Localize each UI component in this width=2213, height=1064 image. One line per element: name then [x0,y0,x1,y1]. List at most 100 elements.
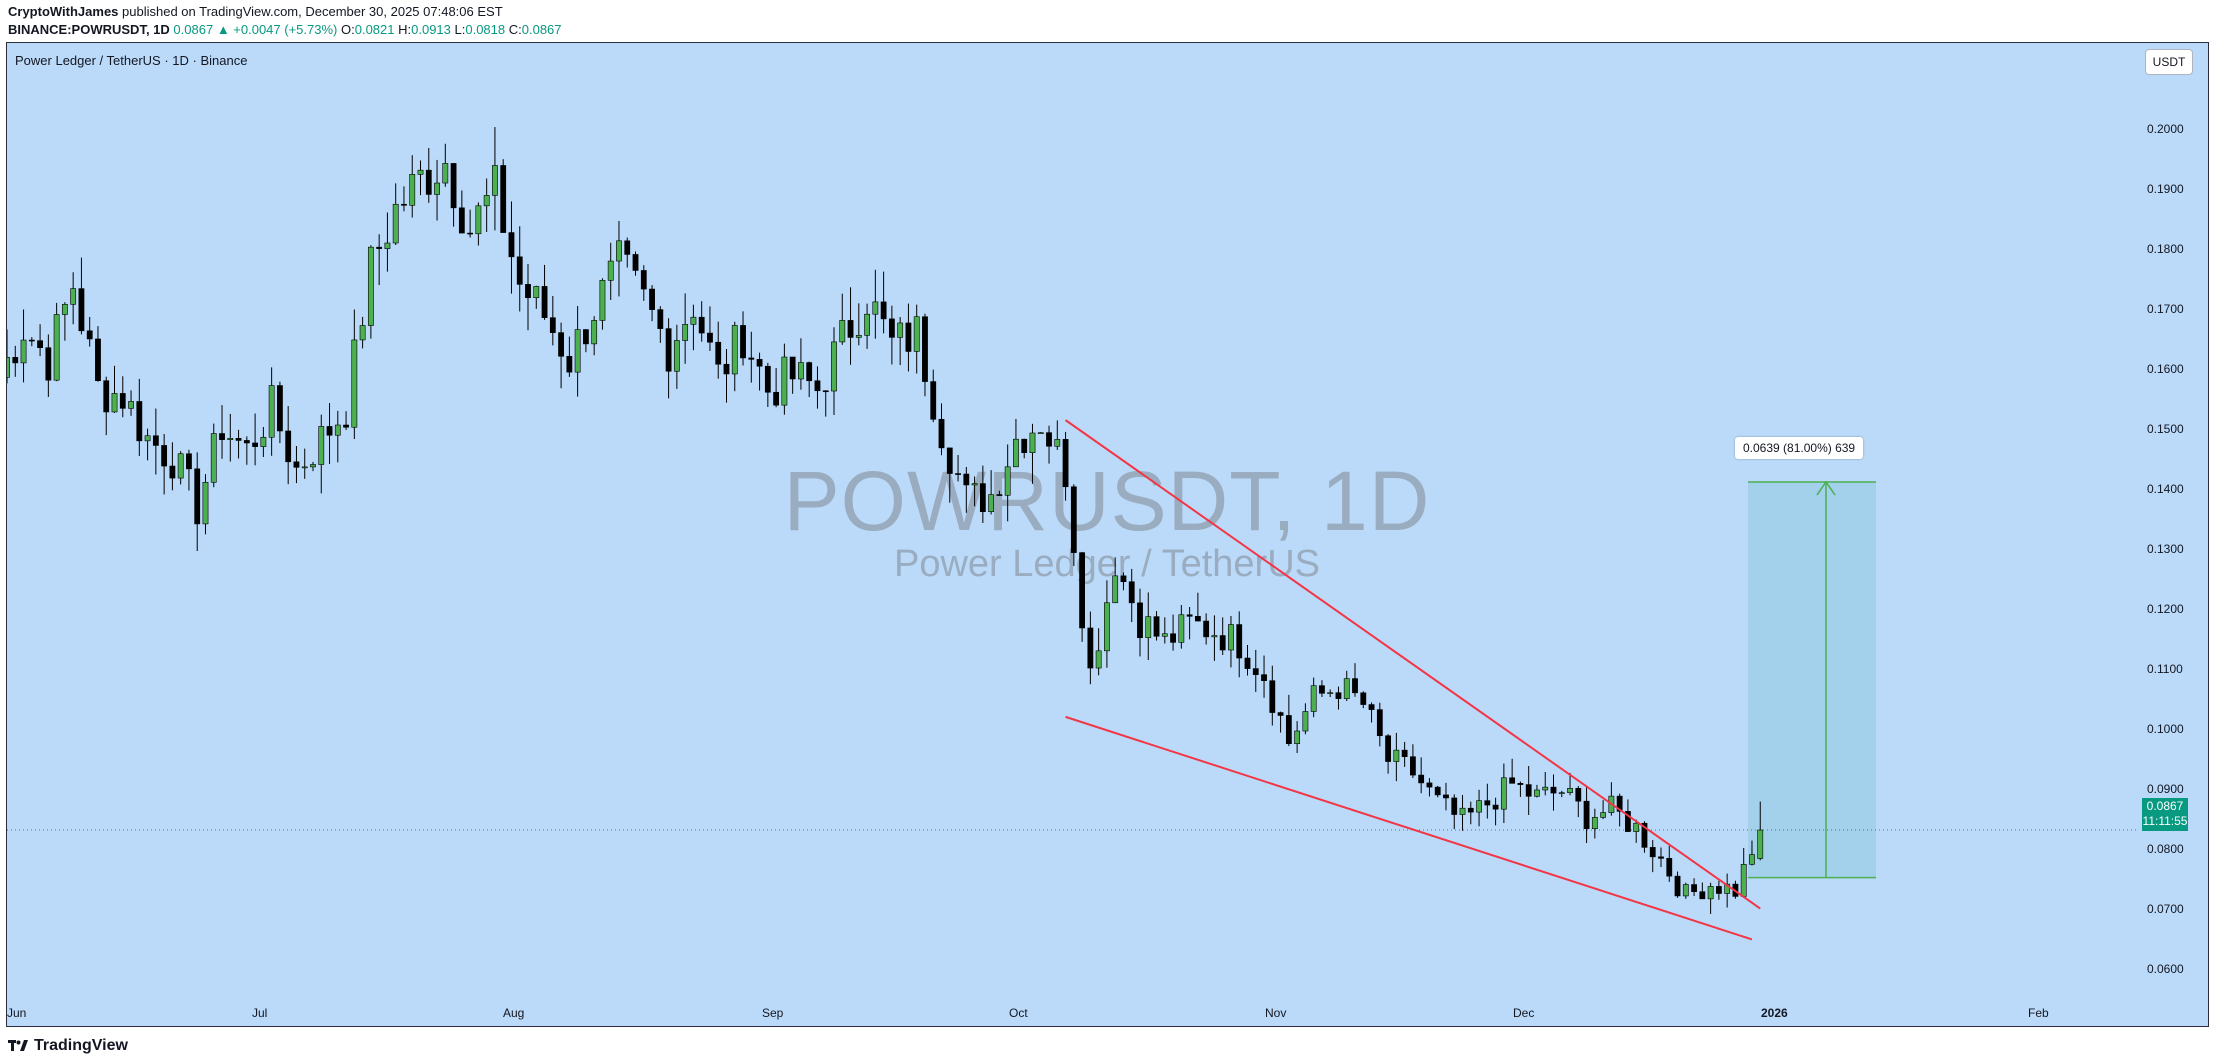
candle-body [1013,438,1019,468]
candle-body [1418,774,1425,784]
candle-body [839,320,846,343]
candle-body [764,365,771,393]
candle-body [1376,709,1383,737]
candle-body [525,284,531,299]
candle-body [1302,711,1309,732]
candle-body [277,385,283,432]
candle-body [971,483,978,486]
bar-countdown: 11:11:55 [2142,814,2188,828]
candle-body [731,325,738,375]
candle-body [128,401,134,409]
candle-body [152,435,159,446]
candle-body [1178,614,1185,643]
price-tick: 0.1900 [2147,182,2184,196]
candle-body [467,232,474,235]
candle-body [1368,704,1375,710]
candle-body [1591,817,1598,829]
candle-body [7,357,10,378]
candle-body [913,316,920,352]
candle-body [53,314,60,381]
candle-body [1740,863,1747,897]
high-label: H: [398,22,412,37]
close-value: 0.0867 [521,22,562,37]
candle-body [1104,602,1110,652]
candle-body [566,355,573,373]
candle-body [169,465,176,479]
candle-body [781,356,788,406]
price-tick: 0.1400 [2147,482,2184,496]
candle-body [119,393,126,409]
watermark-symbol: POWRUSDT, 1D [783,454,1431,548]
candle-body [748,357,755,360]
publisher-name[interactable]: CryptoWithJames [8,4,119,19]
chart-pane[interactable]: POWRUSDT, 1D Power Ledger / TetherUS Pow… [6,42,2209,1027]
candle-body [872,301,879,315]
time-tick: Nov [1265,1006,1287,1020]
candle-body [417,169,424,175]
published-text: published on TradingView.com, December 3… [122,4,503,19]
last-price-value: 0.0867 [2146,799,2184,813]
change-text: ▲ +0.0047 (+5.73%) [216,22,338,37]
candle-body [1194,615,1201,622]
candle-body [1757,829,1764,859]
candle-body [657,309,664,329]
candle-body [1079,552,1085,629]
candle-body [1699,891,1706,900]
candle-body [673,340,680,372]
candle-body [888,318,895,338]
candle-body [698,316,705,334]
candle-body [690,316,697,325]
candle-body [963,473,970,486]
candle-body [814,380,821,392]
candle-body [12,357,19,364]
candle-body [582,329,589,345]
candle-body [1054,439,1061,447]
candle-body [938,418,945,449]
candle-body [409,174,416,206]
candle-body [20,339,27,364]
candle-body [351,339,358,428]
candle-body [1004,466,1011,496]
tradingview-logo[interactable]: TradingView [8,1037,128,1055]
candle-body [434,182,440,195]
candle-body [1219,635,1226,651]
candle-body [343,424,349,428]
candle-body [301,466,308,469]
candle-body [458,207,465,234]
candle-body [1749,854,1755,865]
candle-body [1228,624,1234,651]
candle-body [45,347,52,381]
candle-body [1393,749,1400,762]
time-tick: Jun [7,1006,27,1020]
measure-label: 0.0639 (81.00%) 639 [1735,437,1864,459]
candle-body [1062,439,1069,488]
candlestick-chart[interactable] [7,43,2208,1026]
candle-body [1625,811,1631,832]
open-label: O: [341,22,355,37]
currency-button[interactable]: USDT [2145,49,2193,75]
candle-body [450,163,457,209]
candle-body [1261,674,1267,681]
time-tick: Dec [1513,1006,1535,1020]
candle-body [144,435,151,442]
candle-body [665,328,672,372]
price-tick: 0.1200 [2147,602,2184,616]
candle-body [310,464,316,468]
candle-body [1616,795,1623,812]
candle-body [806,362,813,382]
time-tick: Aug [503,1006,525,1020]
candle-body [442,163,449,184]
time-tick: Sep [762,1006,784,1020]
candle-body [1203,620,1210,638]
symbol-label: BINANCE:POWRUSDT, 1D [8,22,170,37]
candle-body [558,332,564,357]
low-label: L: [454,22,466,37]
candle-body [1360,692,1367,705]
candle-body [1691,884,1697,893]
candle-body [425,169,432,195]
candle-body [855,335,862,338]
candle-body [508,232,515,258]
candle-body [1161,633,1168,637]
candle-body [1484,800,1491,806]
candle-body [1492,804,1499,810]
